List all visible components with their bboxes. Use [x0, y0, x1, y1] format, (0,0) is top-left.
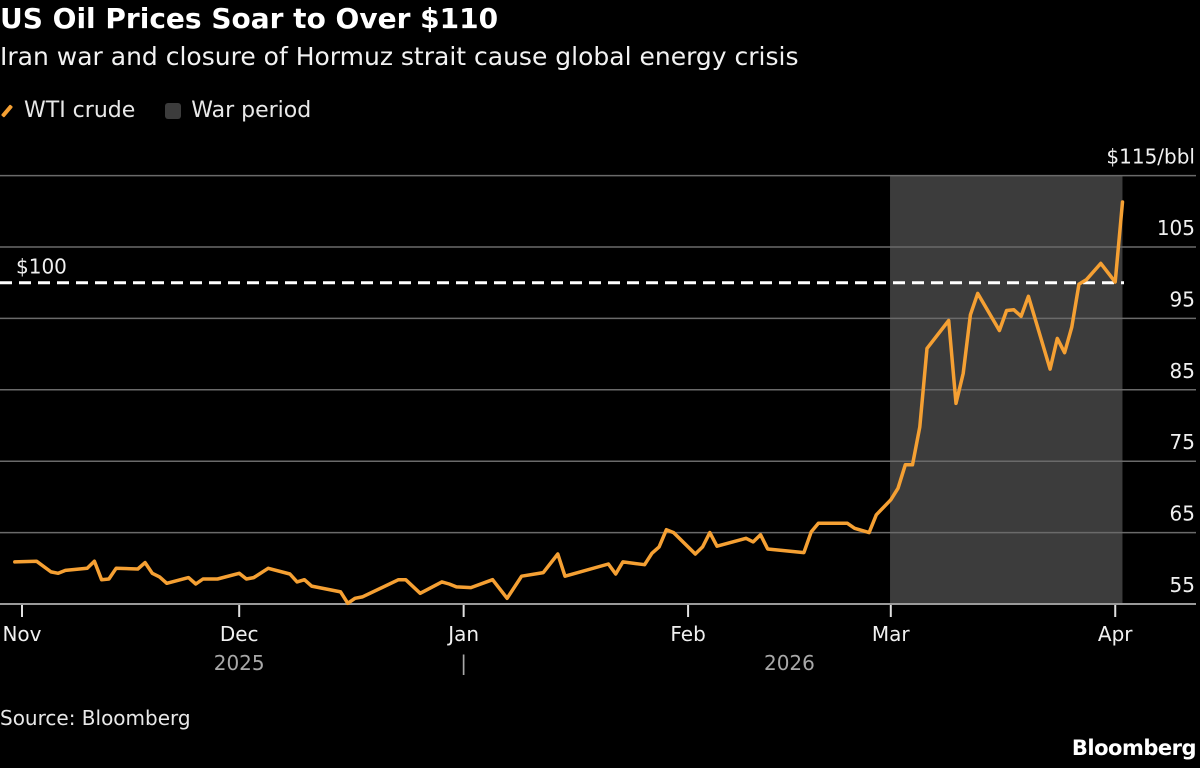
legend: WTI crude War period: [0, 98, 331, 123]
x-tick-label: Nov: [2, 622, 41, 646]
y-tick-label: 95: [1170, 287, 1195, 311]
bloomberg-logo: Bloomberg: [1071, 736, 1197, 760]
reference-line-label: $100: [16, 255, 67, 279]
source-note: Source: Bloomberg: [0, 706, 191, 730]
y-tick-label: 65: [1170, 502, 1195, 526]
year-label: 2025: [214, 651, 265, 675]
x-tick-label: Jan: [446, 622, 479, 646]
y-tick-label: 85: [1170, 359, 1195, 383]
year-label: |: [460, 651, 467, 675]
chart-plot: 55 65 75 85 95 105 $115/bbl Nov Dec Jan Feb Mar Apr 2…: [0, 145, 1196, 675]
chart-subtitle: Iran war and closure of Hormuz strait ca…: [0, 42, 799, 71]
x-tick-label: Feb: [670, 622, 705, 646]
legend-item-wti: WTI crude: [0, 98, 135, 123]
y-tick-label: 55: [1170, 573, 1195, 597]
chart-title: US Oil Prices Soar to Over $110: [0, 2, 499, 35]
wti-crude-line: [13, 200, 1125, 606]
x-tick-label: Dec: [220, 622, 259, 646]
legend-label: War period: [191, 98, 312, 123]
legend-label: WTI crude: [24, 98, 136, 123]
year-label: 2026: [764, 651, 815, 675]
y-tick-label: $115/bbl: [1106, 145, 1195, 169]
x-tick-label: Mar: [872, 622, 911, 646]
legend-item-war-period: War period: [165, 98, 311, 123]
x-tick-label: Apr: [1098, 622, 1133, 646]
box-swatch-icon: [165, 102, 182, 119]
y-tick-label: 105: [1157, 216, 1195, 240]
y-tick-label: 75: [1170, 430, 1195, 454]
